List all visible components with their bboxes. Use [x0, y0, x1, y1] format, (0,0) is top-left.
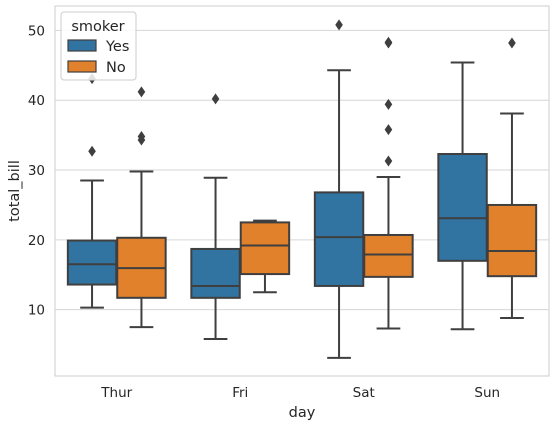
iqr-box: [190, 247, 241, 299]
x-tick-label: Fri: [232, 385, 248, 401]
iqr-box: [239, 221, 291, 276]
outlier-point: [211, 93, 220, 105]
y-tick-label: 10: [28, 303, 45, 319]
x-tick-label: Sat: [353, 385, 375, 401]
legend-items: Yes No: [67, 39, 129, 76]
box-yes-thur: [66, 73, 118, 309]
iqr-box: [66, 239, 118, 286]
iqr-box: [313, 191, 365, 287]
y-tick-label: 40: [28, 93, 45, 109]
outlier-point: [384, 36, 393, 48]
y-axis-label: total_bill: [7, 160, 23, 222]
legend-swatch-yes: [67, 39, 97, 52]
legend-swatch-no: [67, 60, 97, 73]
outlier-point: [137, 131, 146, 143]
y-tick-label: 30: [28, 163, 45, 179]
legend-label-no: No: [106, 60, 126, 76]
box-no-fri: [239, 219, 291, 294]
iqr-box: [363, 233, 414, 278]
outlier-point: [508, 37, 516, 49]
outlier-point: [88, 145, 96, 157]
outlier-point: [384, 124, 393, 136]
box-yes-sat: [313, 19, 365, 359]
box-no-sat: [363, 36, 414, 330]
box-yes-fri: [190, 93, 241, 340]
legend-label-yes: Yes: [105, 39, 129, 55]
box-groups: [66, 19, 538, 359]
outlier-point: [137, 86, 146, 98]
y-tick-label: 50: [28, 23, 45, 39]
iqr-box: [486, 203, 538, 278]
box-no-sun: [486, 37, 538, 320]
outlier-point: [384, 155, 393, 167]
y-tick-labels: 10 20 30 40 50: [28, 23, 45, 318]
x-axis-label: day: [289, 405, 316, 421]
box-no-thur: [116, 86, 167, 329]
legend-title: smoker: [71, 19, 124, 35]
legend: smoker Yes No: [60, 11, 137, 81]
x-tick-label: Sun: [474, 385, 500, 401]
x-tick-label: Thur: [100, 385, 132, 401]
outlier-point: [384, 98, 393, 110]
outlier-point: [335, 19, 343, 31]
iqr-box: [437, 153, 488, 262]
x-tick-labels: Thur Fri Sat Sun: [100, 385, 500, 401]
y-tick-label: 20: [28, 233, 45, 249]
